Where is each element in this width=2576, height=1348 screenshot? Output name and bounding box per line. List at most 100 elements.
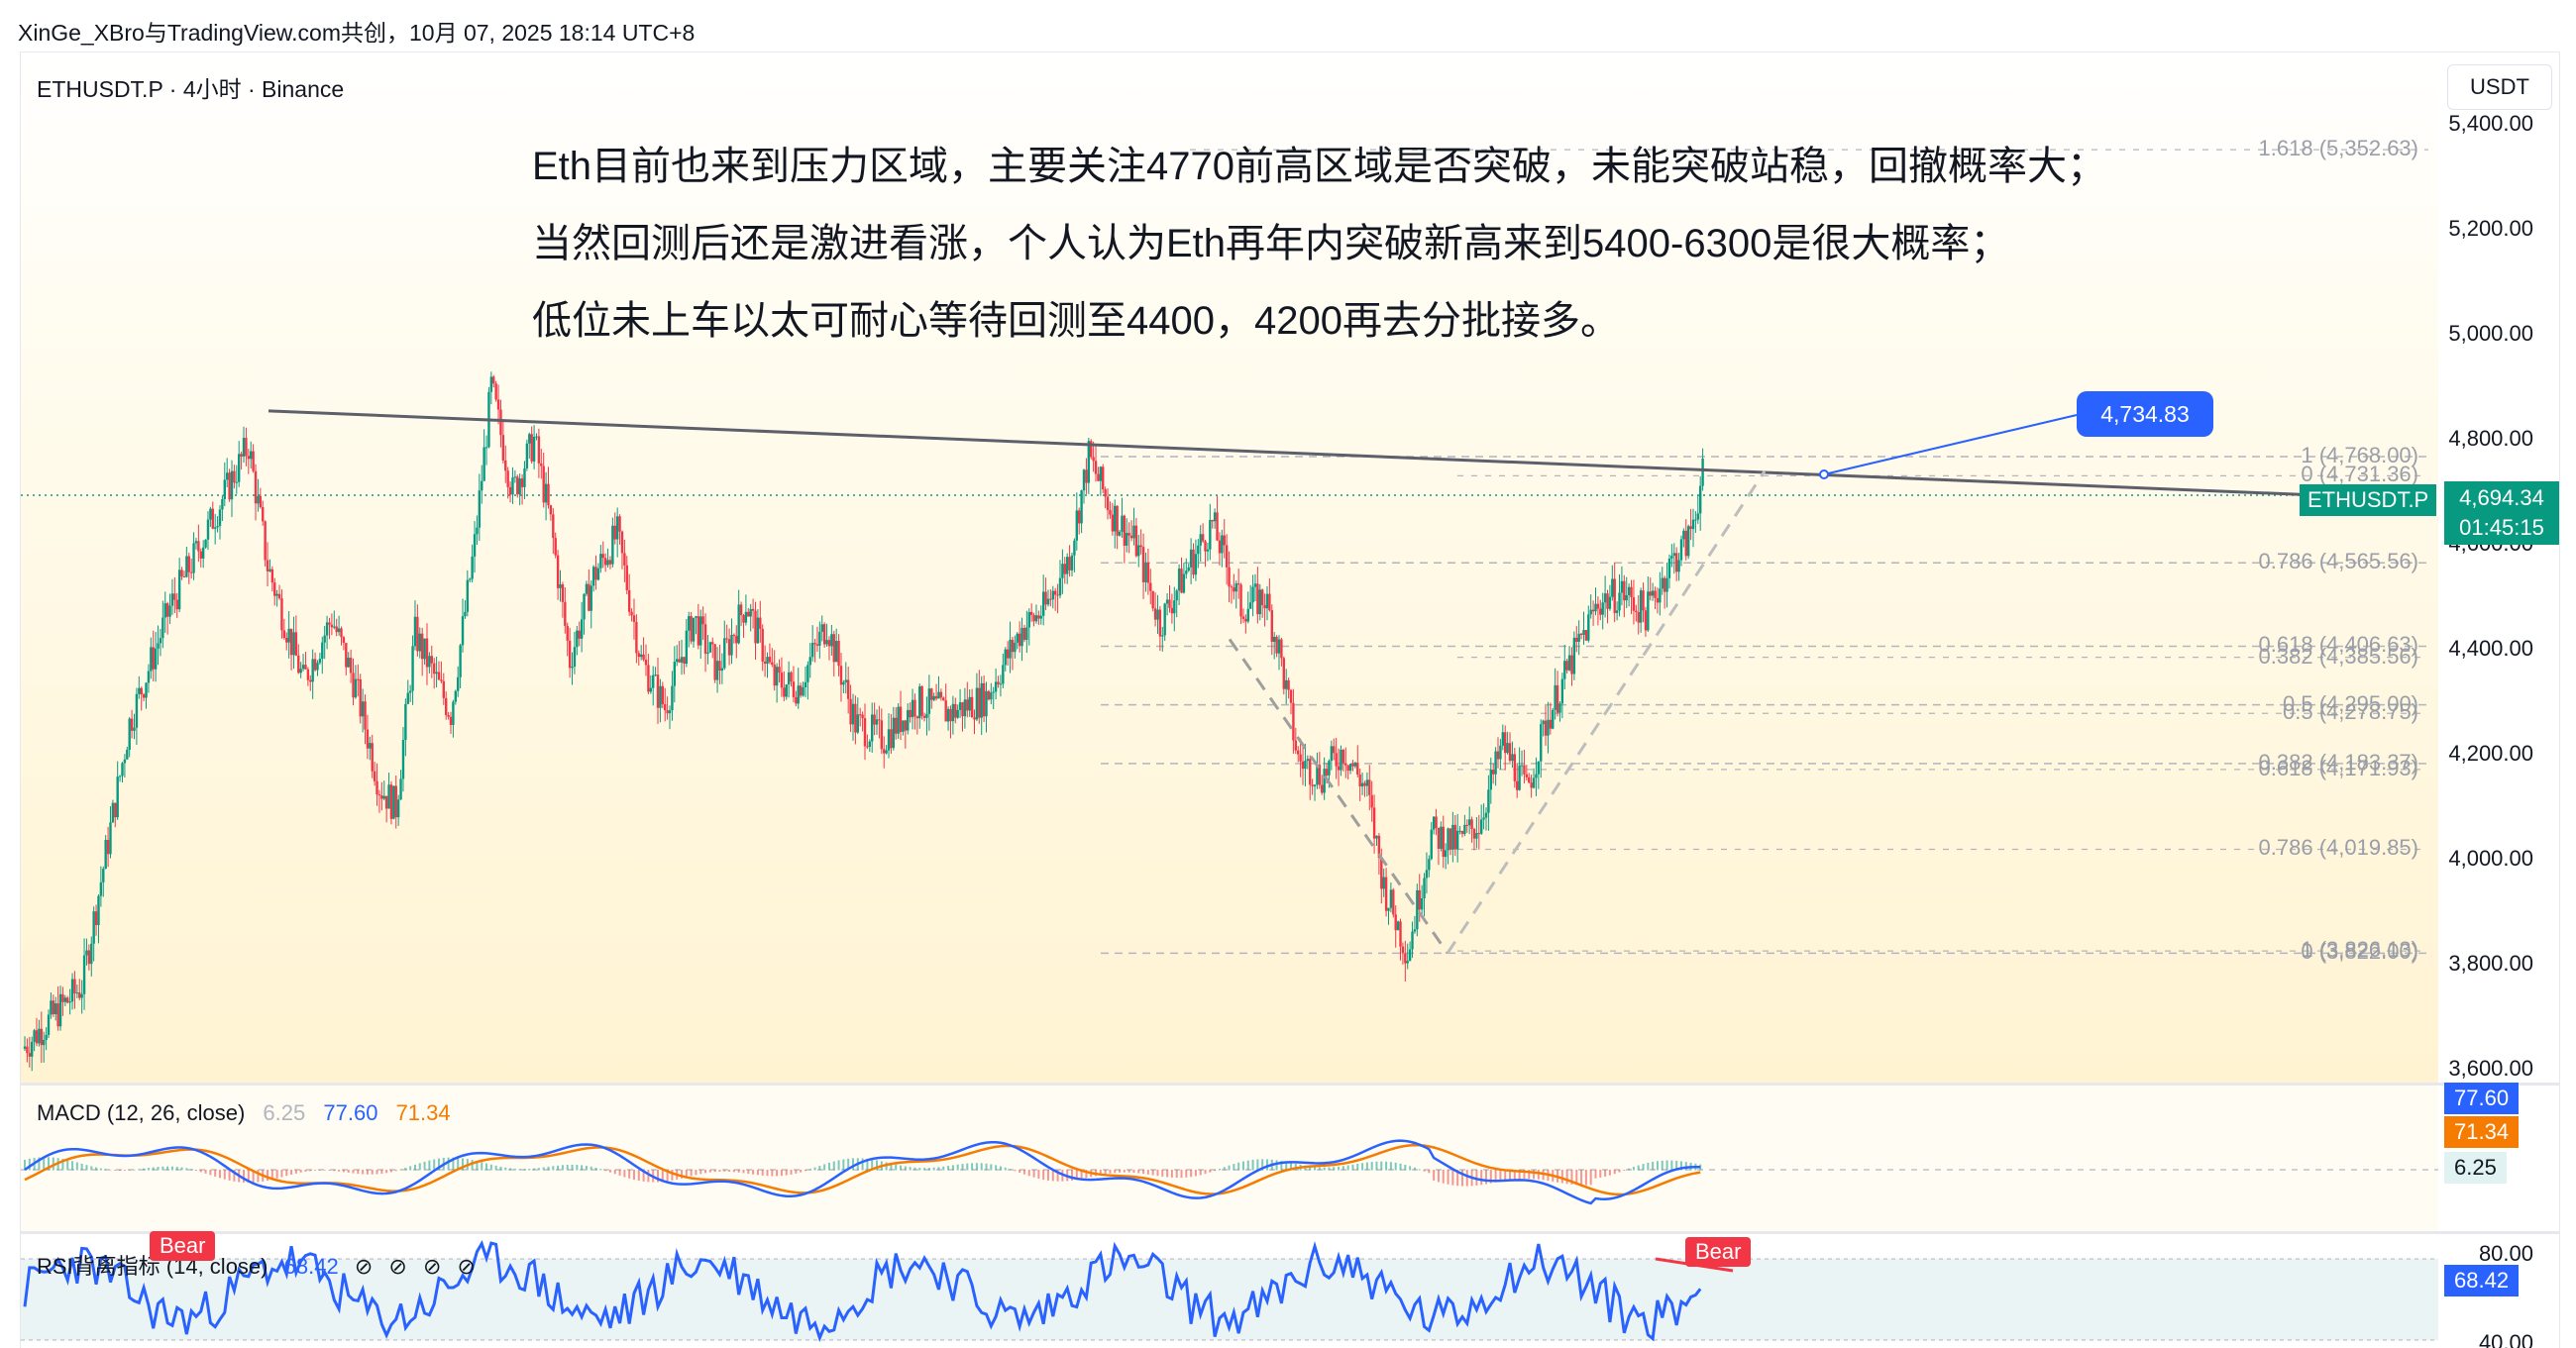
- rsi-legend[interactable]: RSI背离指标 (14, close) 68.42 ⊘ ⊘ ⊘ ⊘: [37, 1249, 485, 1281]
- macd-histogram-bar: [961, 1164, 964, 1171]
- candle-body: [275, 593, 278, 596]
- candle-body: [1251, 586, 1254, 603]
- candle-body: [211, 508, 214, 529]
- candle-body: [1068, 557, 1071, 570]
- macd-histogram-bar: [966, 1163, 969, 1171]
- candle-body: [990, 692, 993, 700]
- candle-body: [50, 1000, 53, 1015]
- chart-frame[interactable]: ETHUSDT.P · 4小时 · Binance USDT Eth目前也来到压…: [20, 52, 2560, 1348]
- candle-body: [1044, 591, 1047, 605]
- symbol-info[interactable]: ETHUSDT.P · 4小时 · Binance: [37, 76, 345, 102]
- candle-body: [1342, 749, 1345, 764]
- pane-separator[interactable]: [21, 1231, 2559, 1234]
- macd-histogram-bar: [1342, 1166, 1344, 1171]
- candle-body: [775, 667, 779, 686]
- candle-body: [820, 624, 823, 632]
- candle-body: [459, 645, 462, 677]
- macd-histogram-bar: [1346, 1165, 1349, 1171]
- candle-body: [452, 701, 455, 725]
- candle-body: [804, 681, 807, 688]
- candle-body: [352, 673, 355, 698]
- macd-legend[interactable]: MACD (12, 26, close) 6.25 77.60 71.34: [37, 1100, 463, 1126]
- eye-off-icon[interactable]: ⊘: [388, 1254, 407, 1279]
- macd-histogram-bar: [133, 1169, 136, 1171]
- candle-body: [911, 699, 914, 718]
- macd-histogram-bar: [1652, 1161, 1655, 1171]
- candle-body: [690, 616, 693, 642]
- macd-histogram-bar: [566, 1165, 569, 1171]
- macd-signal-value: 71.34: [395, 1100, 451, 1125]
- macd-histogram-bar: [499, 1166, 502, 1171]
- macd-histogram-bar: [399, 1169, 402, 1171]
- macd-histogram-bar: [604, 1170, 607, 1172]
- macd-histogram-bar: [143, 1168, 146, 1171]
- candle-body: [333, 626, 336, 628]
- candle-body: [1482, 817, 1485, 820]
- eye-off-icon[interactable]: ⊘: [457, 1254, 476, 1279]
- candle-body: [808, 657, 811, 666]
- candle-body: [630, 611, 633, 616]
- candle-body: [182, 576, 186, 578]
- candle-body: [1102, 467, 1105, 490]
- macd-histogram-bar: [790, 1170, 793, 1175]
- candle-body: [973, 717, 976, 720]
- currency-unit-button[interactable]: USDT: [2447, 64, 2552, 110]
- macd-histogram-bar: [1451, 1170, 1454, 1186]
- eye-off-icon[interactable]: ⊘: [422, 1254, 442, 1279]
- macd-pane[interactable]: [21, 1086, 2438, 1231]
- candle-body: [1041, 591, 1045, 616]
- candle-body: [1396, 921, 1400, 931]
- candle-body: [185, 556, 188, 577]
- candle-body: [751, 608, 755, 611]
- macd-histogram-bar: [980, 1163, 983, 1171]
- candle-body: [1418, 889, 1421, 910]
- target-price-label[interactable]: 4,734.83: [2077, 391, 2213, 437]
- candle-body: [678, 659, 681, 663]
- candle-body: [1316, 765, 1319, 785]
- candle-body: [1435, 816, 1438, 829]
- candle-body: [868, 741, 872, 748]
- candle-body: [1420, 897, 1424, 910]
- candle-body: [245, 438, 248, 457]
- macd-histogram-bar: [109, 1170, 112, 1171]
- macd-histogram-bar: [99, 1168, 102, 1171]
- rsi-value: 68.42: [283, 1254, 339, 1279]
- macd-histogram-bar: [1104, 1170, 1107, 1175]
- macd-histogram-bar: [528, 1169, 531, 1171]
- eye-off-icon[interactable]: ⊘: [354, 1254, 374, 1279]
- candle-body: [345, 643, 348, 668]
- macd-histogram-bar: [299, 1170, 302, 1173]
- y-tick-label: 3,800.00: [2448, 951, 2533, 976]
- macd-histogram-bar: [1280, 1161, 1283, 1171]
- candle-body: [742, 615, 745, 623]
- y-tick-label: 4,800.00: [2448, 426, 2533, 451]
- macd-histogram-bar: [808, 1169, 811, 1171]
- candle-body: [951, 703, 955, 722]
- candle-body: [571, 666, 574, 669]
- candle-body: [887, 729, 891, 751]
- candle-body: [1216, 512, 1219, 541]
- macd-histogram-bar: [1484, 1170, 1487, 1185]
- macd-histogram-bar: [800, 1170, 803, 1173]
- candle-body: [699, 616, 702, 646]
- candle-body: [138, 687, 141, 694]
- candle-body: [1451, 824, 1454, 850]
- candle-body: [810, 643, 814, 658]
- candle-body: [399, 778, 402, 800]
- candle-body: [580, 619, 584, 639]
- candle-body: [573, 647, 577, 667]
- candle-body: [1484, 812, 1488, 818]
- candle-body: [1006, 649, 1010, 659]
- candle-body: [773, 665, 776, 686]
- candle-body: [1039, 615, 1042, 619]
- candle-body: [1686, 526, 1690, 557]
- candle-body: [56, 1003, 59, 1027]
- y-tick-label: 5,200.00: [2448, 216, 2533, 241]
- candle-body: [1584, 630, 1588, 641]
- pane-separator[interactable]: [21, 1083, 2559, 1086]
- macd-histogram-bar: [837, 1160, 840, 1171]
- macd-histogram-bar: [1423, 1170, 1426, 1172]
- candle-body: [80, 993, 83, 998]
- candle-body: [230, 470, 234, 500]
- candle-body: [644, 660, 648, 666]
